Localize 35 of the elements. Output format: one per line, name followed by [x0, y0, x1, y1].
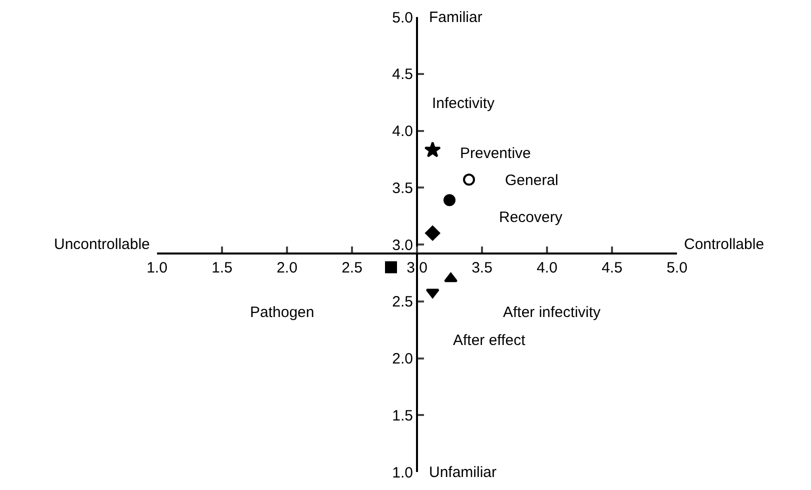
x-tick-label: 4.0	[536, 260, 558, 277]
annotation: Pathogen	[250, 304, 314, 321]
y-tick-label: 4.0	[392, 123, 413, 140]
annotation: Recovery	[499, 209, 563, 226]
annotation: Infectivity	[432, 95, 496, 112]
annotation: Unfamiliar	[429, 464, 497, 481]
point	[463, 174, 475, 186]
y-tick-label: 4.5	[392, 66, 413, 84]
x-tick-label: 1.5	[212, 260, 232, 277]
point	[425, 226, 440, 241]
x-tick-label: 2.0	[276, 260, 298, 277]
y-tick-label: 3.0	[392, 236, 413, 254]
y-tick-label: 5.0	[392, 9, 413, 26]
annotation: Familiar	[429, 9, 482, 26]
y-tick-label: 3.5	[392, 180, 413, 197]
y-tick-label: 2.0	[392, 350, 413, 368]
point	[444, 194, 456, 206]
text: Uncontrollable	[54, 236, 150, 253]
annotation: After infectivity	[503, 304, 602, 321]
point	[444, 272, 458, 282]
annotation: After effect	[453, 332, 526, 349]
x-tick-label: 5.0	[666, 260, 688, 277]
annotation: General	[505, 172, 558, 189]
text: Controllable	[684, 236, 764, 253]
x-tick-label: 1.0	[146, 260, 168, 277]
x-tick-label: 4.5	[602, 260, 622, 277]
y-tick-label: 1.0	[392, 464, 413, 482]
point	[385, 261, 397, 274]
y-tick-label: 1.5	[392, 407, 413, 424]
point	[424, 141, 441, 158]
x-tick-label: 3.5	[472, 260, 492, 277]
annotation: Preventive	[460, 145, 531, 162]
point	[426, 288, 440, 298]
y-tick-label: 2.5	[392, 294, 413, 311]
x-tick-label: 2.5	[342, 260, 362, 277]
